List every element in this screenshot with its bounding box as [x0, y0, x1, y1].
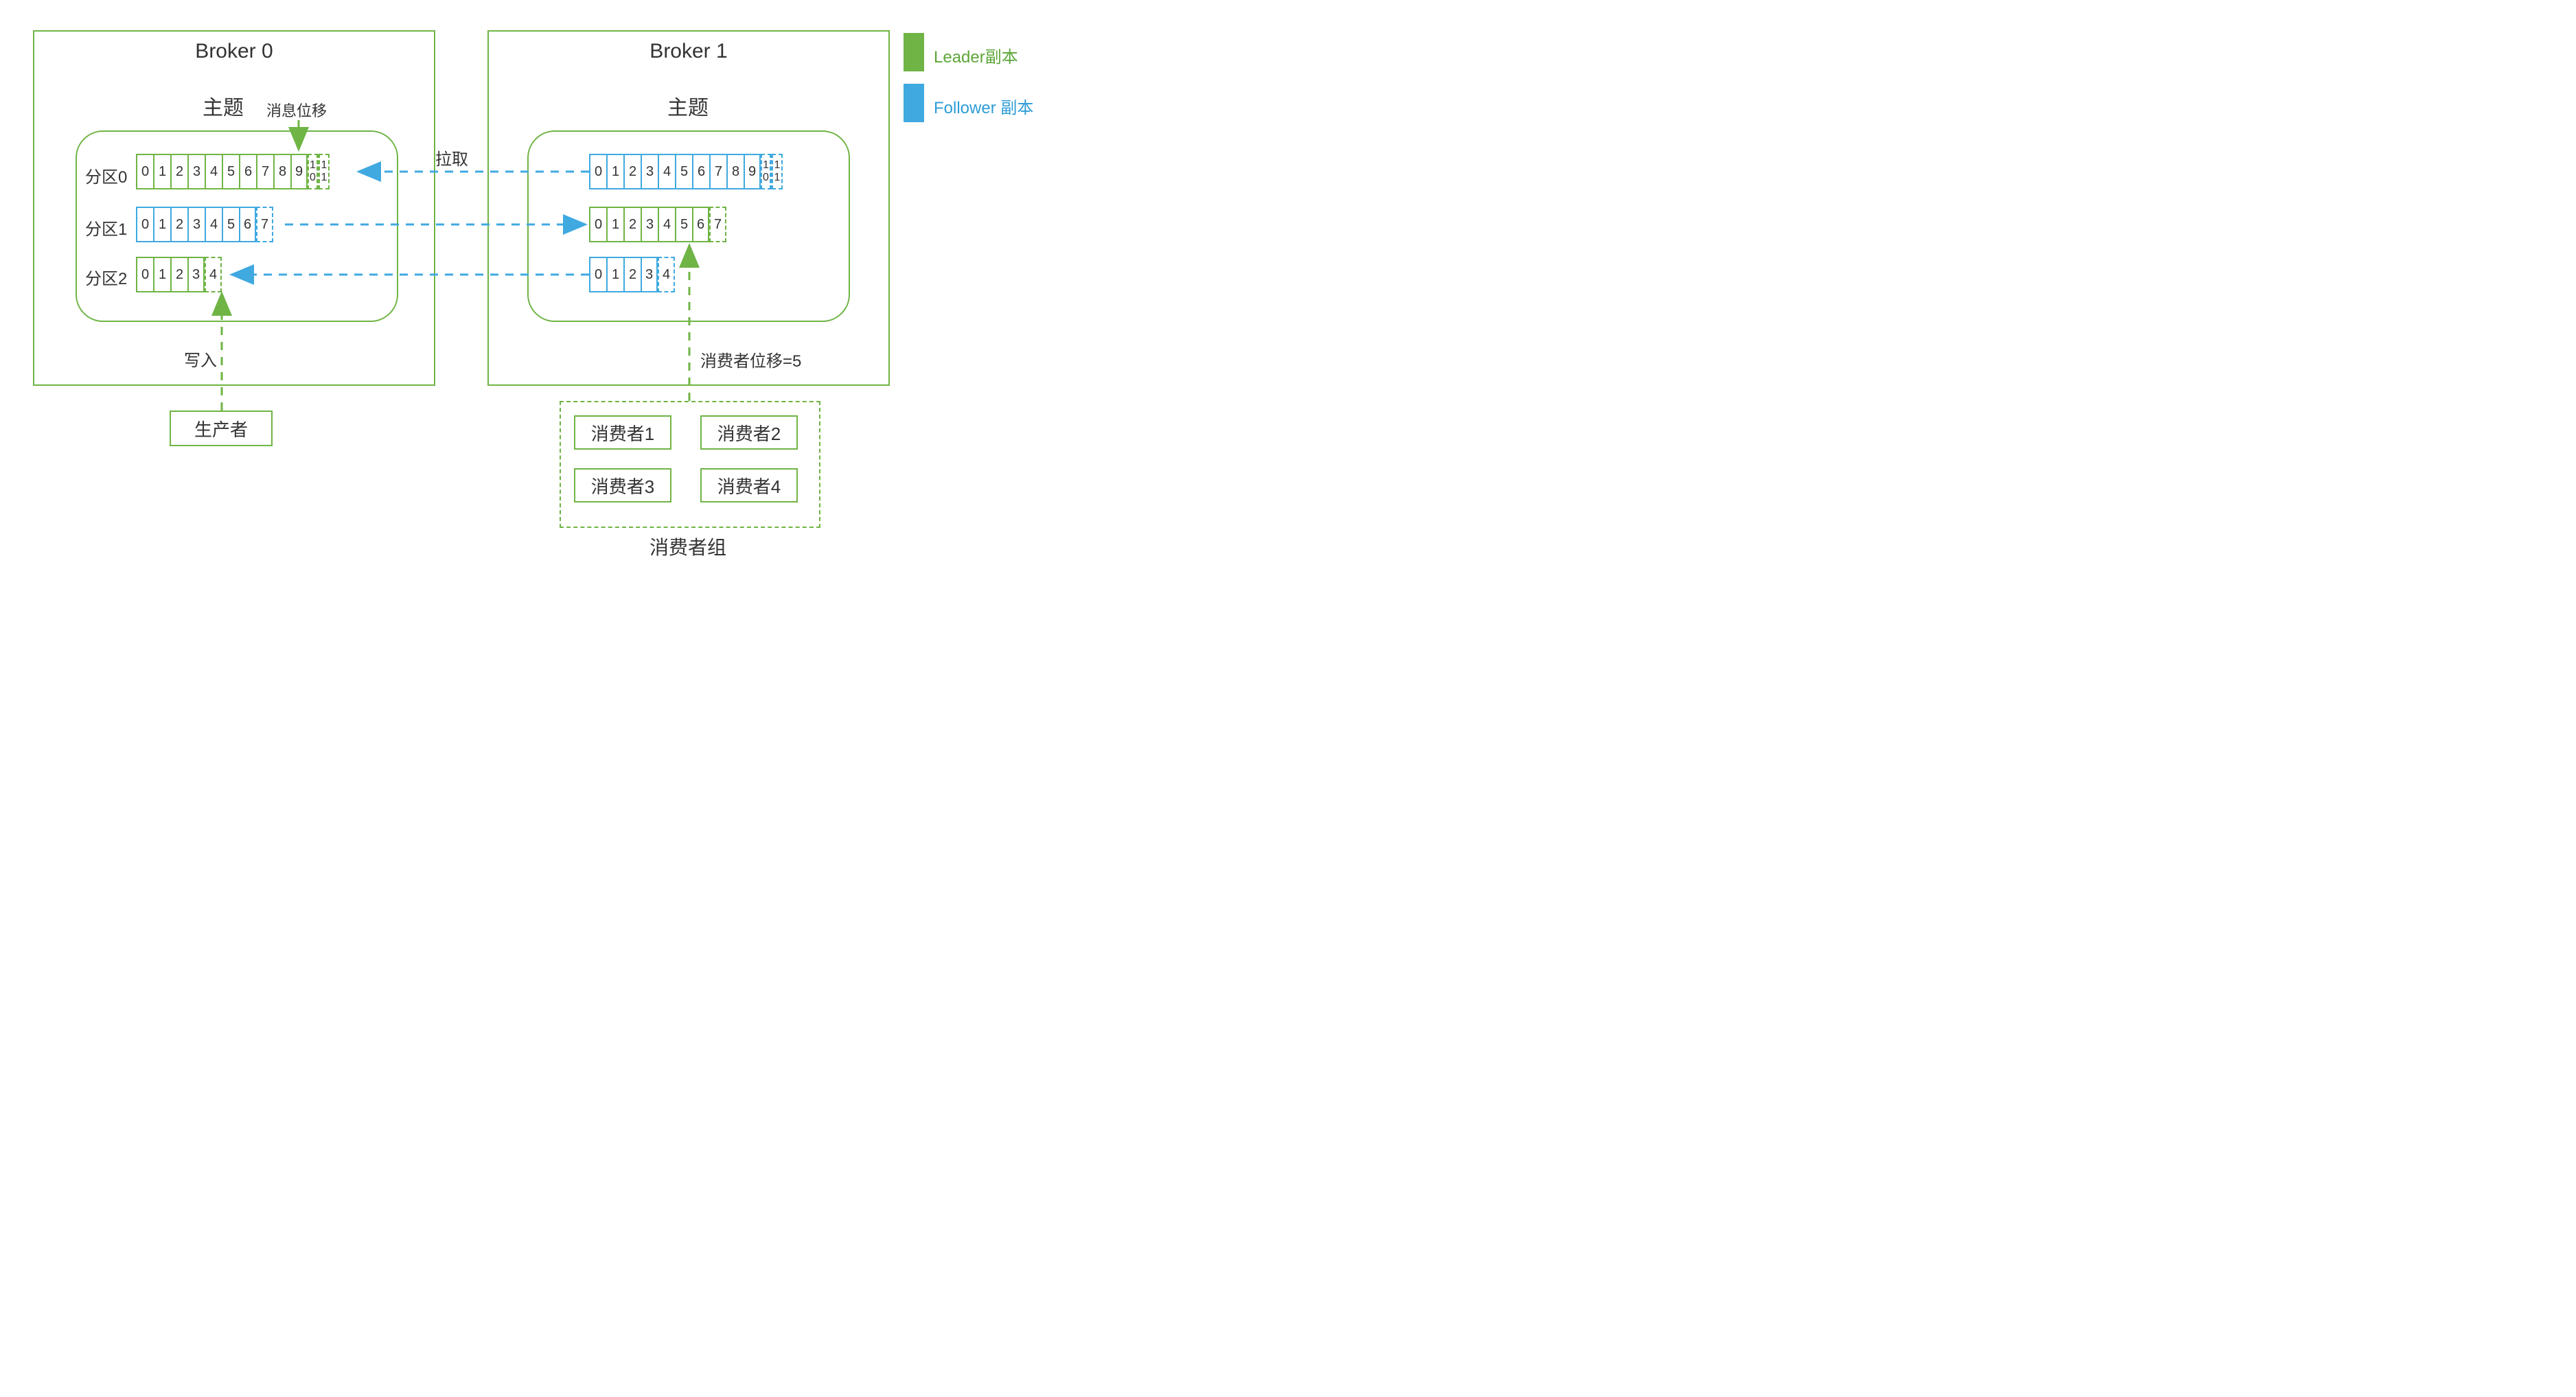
- offset-cell: 1: [153, 207, 170, 242]
- offset-cell: 3: [187, 257, 205, 292]
- offset-cell: 8: [273, 154, 290, 189]
- producer-box: 生产者: [170, 411, 273, 446]
- partition-row: 01234567891011: [136, 154, 330, 189]
- offset-cell: 0: [589, 154, 606, 189]
- offset-cell: 1: [606, 207, 623, 242]
- consumer-box: 消费者1: [574, 415, 671, 450]
- topic-title: 主题: [667, 91, 709, 121]
- legend-label: Follower 副本: [934, 94, 1033, 118]
- topic-title: 主题: [203, 91, 244, 121]
- offset-cell: 2: [170, 207, 187, 242]
- offset-cell: 0: [589, 207, 606, 242]
- offset-cell: 1: [606, 257, 623, 292]
- offset-cell: 6: [239, 154, 256, 189]
- pending-cell: 4: [658, 257, 675, 292]
- pending-cell: 11: [772, 154, 783, 189]
- arrow-label: 拉取: [435, 146, 468, 170]
- partition-row: 01234: [589, 257, 675, 292]
- partition-label: 分区1: [85, 216, 127, 240]
- offset-cell: 5: [222, 207, 239, 242]
- offset-cell: 2: [170, 154, 187, 189]
- consumer-box: 消费者3: [574, 468, 671, 503]
- partition-row: 01234567: [136, 207, 273, 242]
- offset-cell: 6: [692, 154, 709, 189]
- offset-cell: 1: [153, 257, 170, 292]
- offset-cell: 4: [205, 207, 222, 242]
- offset-cell: 7: [709, 154, 726, 189]
- offset-cell: 6: [692, 207, 709, 242]
- offset-cell: 0: [589, 257, 606, 292]
- offset-cell: 2: [170, 257, 187, 292]
- offset-cell: 6: [239, 207, 256, 242]
- offset-cell: 1: [606, 154, 623, 189]
- legend-swatch: [904, 33, 924, 71]
- offset-cell: 3: [641, 207, 658, 242]
- consumer-box: 消费者4: [700, 468, 798, 503]
- offset-cell: 8: [726, 154, 744, 189]
- offset-cell: 3: [641, 257, 658, 292]
- offset-cell: 5: [222, 154, 239, 189]
- consumer-offset-label: 消费者位移=5: [700, 347, 801, 371]
- offset-cell: 9: [744, 154, 761, 189]
- offset-cell: 5: [675, 207, 692, 242]
- pending-cell: 7: [256, 207, 273, 242]
- offset-cell: 0: [136, 257, 153, 292]
- pending-cell: 10: [761, 154, 772, 189]
- partition-row: 01234567: [589, 207, 726, 242]
- offset-cell: 3: [187, 207, 205, 242]
- offset-cell: 3: [187, 154, 205, 189]
- offset-cell: 7: [256, 154, 273, 189]
- write-label: 写入: [184, 347, 217, 371]
- partition-row: 01234567891011: [589, 154, 783, 189]
- broker-title: Broker 0: [195, 40, 273, 63]
- partition-label: 分区0: [85, 163, 127, 187]
- pending-cell: 10: [308, 154, 319, 189]
- offset-cell: 3: [641, 154, 658, 189]
- offset-cell: 4: [205, 154, 222, 189]
- legend-swatch: [904, 84, 924, 122]
- offset-cell: 2: [623, 257, 641, 292]
- broker-title: Broker 1: [649, 40, 727, 63]
- offset-cell: 0: [136, 154, 153, 189]
- partition-row: 01234: [136, 257, 222, 292]
- offset-cell: 5: [675, 154, 692, 189]
- offset-cell: 4: [658, 154, 675, 189]
- pending-cell: 11: [319, 154, 330, 189]
- offset-cell: 2: [623, 207, 641, 242]
- offset-cell: 9: [290, 154, 308, 189]
- offset-cell: 2: [623, 154, 641, 189]
- partition-label: 分区2: [85, 265, 127, 289]
- offset-cell: 0: [136, 207, 153, 242]
- consumer-box: 消费者2: [700, 415, 798, 450]
- pending-cell: 4: [205, 257, 222, 292]
- pending-cell: 7: [709, 207, 726, 242]
- offset-cell: 4: [658, 207, 675, 242]
- legend-label: Leader副本: [934, 43, 1018, 67]
- consumer-group-label: 消费者组: [649, 533, 726, 560]
- offset-cell: 1: [153, 154, 170, 189]
- offset-label: 消息位移: [266, 99, 327, 121]
